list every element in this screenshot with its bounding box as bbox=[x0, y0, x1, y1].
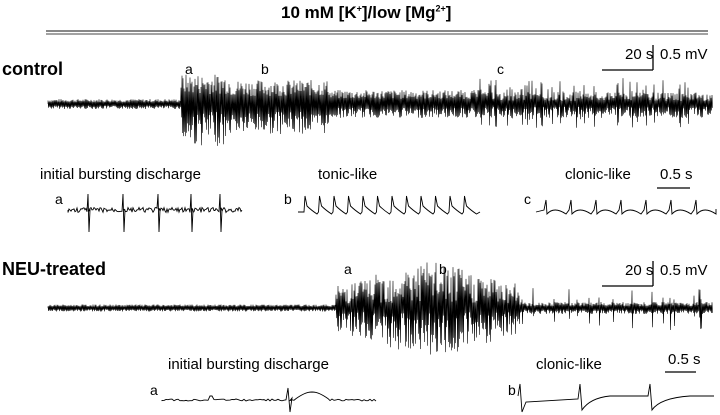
control-amp-scale-label: 0.5 mV bbox=[660, 46, 708, 63]
neu-inset-a-letter: a bbox=[150, 382, 158, 398]
neu-inset-b-letter: b bbox=[508, 382, 516, 398]
control-main-trace bbox=[47, 74, 713, 146]
neu-inset-scale-bar bbox=[665, 371, 696, 373]
neu-inset-a-caption: initial bursting discharge bbox=[168, 356, 329, 373]
control-inset-c-trace bbox=[535, 199, 717, 216]
neu-treated-label: NEU-treated bbox=[2, 259, 107, 279]
control-inset-a-caption: initial bursting discharge bbox=[40, 166, 201, 183]
control-inset-b-letter: b bbox=[284, 191, 292, 207]
neu-main-trace bbox=[47, 262, 713, 355]
control-marker-a: a bbox=[185, 61, 193, 77]
neu-inset-scale-label: 0.5 s bbox=[668, 351, 701, 368]
control-inset-b-trace bbox=[298, 195, 481, 215]
neu-marker-b: b bbox=[439, 261, 447, 277]
control-inset-c-letter: c bbox=[524, 191, 531, 207]
control-scale-bars bbox=[602, 45, 654, 71]
neu-amp-scale-label: 0.5 mV bbox=[660, 262, 708, 279]
control-inset-a-letter: a bbox=[55, 191, 63, 207]
control-marker-c: c bbox=[497, 61, 504, 77]
control-time-scale-label: 20 s bbox=[625, 46, 654, 63]
neu-scale-bars bbox=[602, 261, 654, 287]
title-bar bbox=[46, 30, 708, 35]
control-inset-c-caption: clonic-like bbox=[565, 166, 631, 183]
neu-inset-b-caption: clonic-like bbox=[536, 356, 602, 373]
neu-time-scale-label: 20 s bbox=[625, 262, 654, 279]
control-inset-scale-bar bbox=[657, 187, 690, 189]
figure-title: 10 mM [K+]/low [Mg2+] bbox=[281, 3, 452, 22]
control-inset-scale-label: 0.5 s bbox=[660, 166, 693, 183]
control-inset-b-caption: tonic-like bbox=[318, 166, 378, 183]
neu-marker-a: a bbox=[344, 261, 352, 277]
control-label: control bbox=[2, 59, 63, 79]
control-marker-b: b bbox=[261, 61, 269, 77]
control-inset-a-trace bbox=[67, 193, 243, 233]
